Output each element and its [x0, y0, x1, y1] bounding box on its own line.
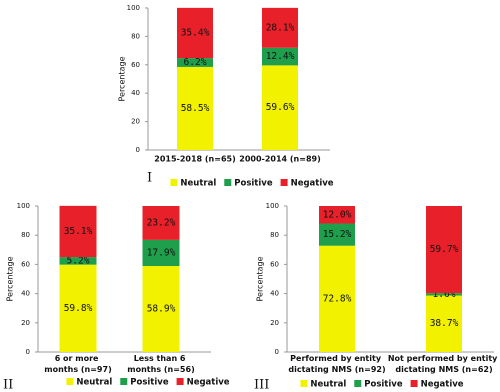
- panel-label: I: [147, 171, 152, 186]
- y-tick-label: 0: [136, 146, 140, 154]
- legend-label: Neutral: [310, 380, 346, 390]
- y-tick-label: 40: [131, 89, 140, 97]
- value-label: 72.8%: [323, 293, 352, 304]
- bar-segment: [319, 245, 355, 352]
- y-axis-label: Percentage: [118, 56, 127, 101]
- bar-segment: [142, 239, 180, 267]
- legend-swatch: [354, 380, 362, 387]
- bar-segment: [319, 206, 355, 224]
- legend-label: Positive: [364, 380, 403, 390]
- legend-label: Negative: [421, 380, 464, 390]
- bar-segment: [426, 206, 462, 294]
- value-label: 35.4%: [181, 27, 210, 38]
- bar-segment: [177, 66, 213, 150]
- legend-label: Positive: [130, 378, 169, 388]
- legend-swatch: [120, 378, 128, 385]
- bar-segment: [262, 7, 298, 48]
- value-label: 28.1%: [266, 22, 295, 33]
- legend-label: Neutral: [76, 378, 112, 388]
- bar-segment: [142, 206, 180, 240]
- bar-segment: [426, 293, 462, 296]
- x-tick-label: 2000-2014 (n=89): [239, 155, 320, 164]
- value-label: 59.8%: [64, 303, 93, 314]
- value-label: 35.1%: [64, 226, 93, 237]
- bar-segment: [177, 7, 213, 59]
- legend-swatch: [410, 380, 418, 387]
- y-tick-label: 20: [21, 319, 30, 327]
- y-tick-label: 40: [21, 290, 30, 298]
- bar-segment: [262, 65, 298, 150]
- y-tick-label: 100: [17, 202, 30, 210]
- panel-label: III: [254, 378, 269, 392]
- x-tick-label: 6 or more months (n=97): [44, 354, 111, 374]
- x-tick-label: Not performed by entity dictating NMS (n…: [388, 354, 500, 374]
- legend-label: Negative: [187, 378, 230, 388]
- legend-swatch: [280, 179, 288, 186]
- legend-swatch: [66, 378, 74, 385]
- value-label: 12.4%: [266, 51, 295, 62]
- value-label: 58.5%: [181, 103, 210, 114]
- bar-segment: [262, 47, 298, 66]
- value-label: 58.9%: [147, 304, 176, 315]
- bar-segment: [426, 295, 462, 352]
- bar-segment: [59, 205, 97, 258]
- x-tick-label: 2015-2018 (n=65): [154, 155, 235, 164]
- legend-swatch: [176, 378, 184, 385]
- bar-segment: [177, 58, 213, 67]
- y-tick-label: 60: [131, 61, 140, 69]
- legend-label: Positive: [234, 179, 273, 189]
- y-tick-label: 0: [275, 348, 279, 356]
- bar-segment: [59, 264, 97, 352]
- panel-label: II: [3, 378, 13, 392]
- bar-segment: [142, 266, 180, 352]
- bar-segment: [59, 257, 97, 265]
- y-tick-label: 60: [270, 260, 279, 268]
- legend-label: Negative: [291, 179, 334, 189]
- value-label: 38.7%: [430, 318, 459, 329]
- value-label: 59.6%: [266, 102, 295, 113]
- value-label: 15.2%: [323, 229, 352, 240]
- y-axis-label: Percentage: [6, 256, 15, 301]
- y-tick-label: 40: [270, 290, 279, 298]
- x-tick-label: Performed by entity dictating NMS (n=92): [288, 354, 385, 374]
- y-tick-label: 0: [26, 348, 30, 356]
- y-axis-label: Percentage: [256, 256, 265, 301]
- x-tick-label: Less than 6 months (n=56): [127, 354, 194, 374]
- value-label: 12.0%: [323, 209, 352, 220]
- value-label: 59.7%: [430, 244, 459, 255]
- value-label: 1.6%: [433, 289, 456, 300]
- y-tick-label: 80: [270, 231, 279, 239]
- value-label: 23.2%: [147, 217, 176, 228]
- y-tick-label: 20: [131, 118, 140, 126]
- legend-swatch: [300, 380, 308, 387]
- legend-swatch: [170, 179, 178, 186]
- bar-segment: [319, 223, 355, 246]
- legend-label: Neutral: [180, 179, 216, 189]
- y-tick-label: 20: [270, 319, 279, 327]
- y-tick-label: 80: [131, 32, 140, 40]
- y-tick-label: 60: [21, 260, 30, 268]
- y-tick-label: 80: [21, 231, 30, 239]
- legend-swatch: [224, 179, 232, 186]
- y-tick-label: 100: [266, 202, 279, 210]
- y-tick-label: 100: [127, 4, 140, 12]
- value-label: 5.2%: [67, 255, 90, 266]
- value-label: 6.2%: [184, 57, 207, 68]
- value-label: 17.9%: [147, 247, 176, 258]
